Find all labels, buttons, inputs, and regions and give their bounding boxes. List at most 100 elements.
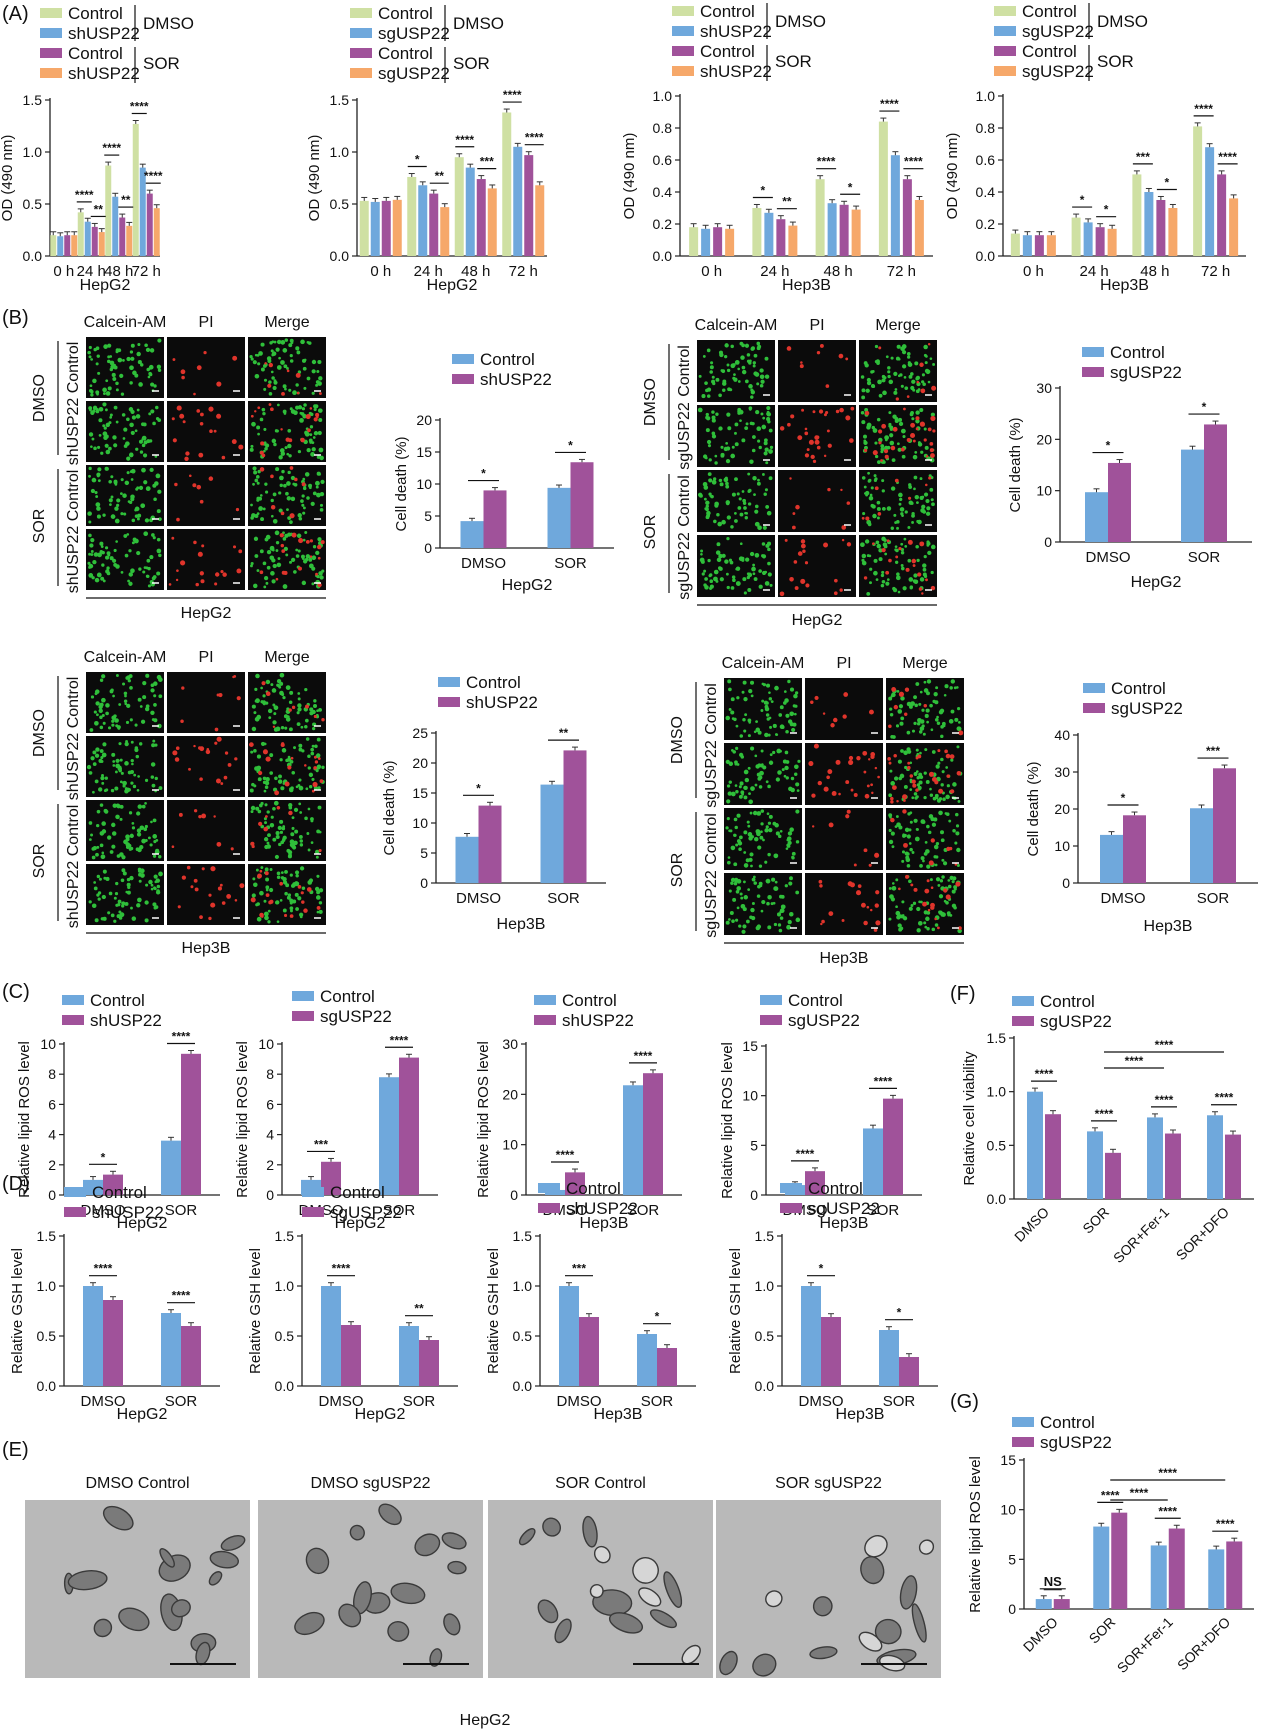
cell-dot (148, 412, 152, 416)
cell-dot (750, 864, 753, 868)
bar (77, 212, 84, 256)
cell-dot (742, 907, 747, 912)
cell-dot (318, 447, 324, 453)
cell-dot (725, 572, 729, 576)
cell-dot (134, 746, 139, 750)
cell-dot (754, 372, 760, 377)
dead-cell-dot (930, 838, 935, 843)
microscopy-grid: Calcein-AM PI MergeControlshUSP22Controlsh… (31, 314, 326, 622)
bar (579, 1317, 599, 1386)
cell-dot (709, 573, 713, 577)
dead-cell-dot (905, 567, 910, 572)
bar (513, 146, 523, 256)
y-tick-label: 10 (1000, 1502, 1016, 1518)
cell-dot (929, 787, 932, 791)
bar (57, 236, 64, 256)
x-tick-label: SOR (1086, 1614, 1119, 1647)
dead-cell-dot (789, 477, 792, 480)
cell-dot (789, 876, 793, 881)
cell-dot (916, 928, 921, 933)
cell-dot (743, 785, 748, 790)
cell-dot (122, 493, 127, 498)
cell-dot (136, 486, 140, 490)
cell-dot (91, 903, 97, 909)
cell-dot (144, 918, 149, 923)
cell-dot (751, 902, 755, 906)
dead-cell-dot (264, 362, 267, 365)
cell-dot (301, 580, 307, 586)
cell-dot (148, 372, 153, 377)
cell-dot (954, 841, 958, 845)
cell-dot (107, 359, 111, 364)
cell-dot (264, 447, 268, 451)
cell-dot (891, 458, 896, 463)
cell-dot (273, 800, 279, 806)
cell-dot (761, 424, 767, 430)
cell-dot (280, 876, 285, 880)
cell-dot (307, 848, 311, 852)
cell-dot (764, 356, 769, 361)
cell-dot (144, 802, 147, 805)
bar (429, 193, 439, 256)
cell-dot (96, 572, 102, 578)
cell-dot (273, 340, 277, 344)
dead-cell-dot (828, 911, 834, 916)
legend-group-label: SOR (775, 52, 812, 71)
cell-dot (112, 363, 116, 367)
bar (1168, 208, 1178, 256)
y-tick-label: 0 (1008, 1601, 1016, 1617)
bar (181, 1326, 201, 1386)
cell-dot (89, 543, 94, 548)
mitochondrion (387, 1621, 410, 1642)
cell-dot (139, 844, 144, 850)
dead-cell-dot (786, 346, 792, 351)
cell-dot (745, 512, 748, 515)
cell-dot (940, 734, 944, 739)
cell-dot (860, 375, 865, 379)
cell-dot (748, 384, 753, 389)
cell-dot (154, 455, 158, 458)
cell-dot (152, 902, 157, 907)
cell-dot (275, 541, 280, 545)
cell-dot (299, 811, 303, 814)
cell-dot (697, 407, 703, 413)
cell-dot (726, 799, 731, 804)
dead-cell-dot (199, 499, 204, 504)
cell-dot (97, 552, 102, 558)
cell-dot (752, 572, 756, 576)
cell-dot (256, 569, 260, 572)
sig-label: * (848, 180, 853, 194)
y-axis-label: Relative GSH level (247, 1248, 264, 1374)
dead-cell-dot (193, 540, 197, 545)
sig-label: * (481, 467, 486, 481)
dead-cell-dot (259, 912, 264, 918)
micro-image (167, 672, 245, 733)
legend-label: Control (378, 4, 433, 23)
sig-label: * (1106, 439, 1111, 453)
cell-dot (144, 518, 150, 523)
cell-dot (885, 355, 889, 359)
cell-dot (784, 884, 788, 888)
cell-dot (924, 361, 928, 365)
cell-dot (866, 377, 871, 382)
cell-dot (280, 725, 285, 730)
cell-dot (706, 513, 710, 518)
cell-dot (125, 720, 130, 724)
cell-dot (741, 369, 747, 375)
bar (1123, 815, 1146, 883)
cell-dot (88, 474, 91, 478)
cell-dot (311, 391, 315, 395)
cell-dot (915, 419, 920, 424)
x-tick-label: DMSO (461, 555, 506, 572)
micro-column-header: PI (198, 314, 213, 331)
cell-dot (908, 577, 914, 582)
cell-dot (101, 821, 106, 826)
cell-dot (91, 477, 97, 483)
cell-dot (750, 347, 755, 351)
dead-cell-dot (268, 362, 274, 368)
cell-dot (888, 813, 893, 818)
cell-dot (956, 726, 962, 731)
legend-swatch (672, 26, 694, 36)
cell-dot (910, 372, 914, 376)
dead-cell-dot (893, 753, 897, 758)
